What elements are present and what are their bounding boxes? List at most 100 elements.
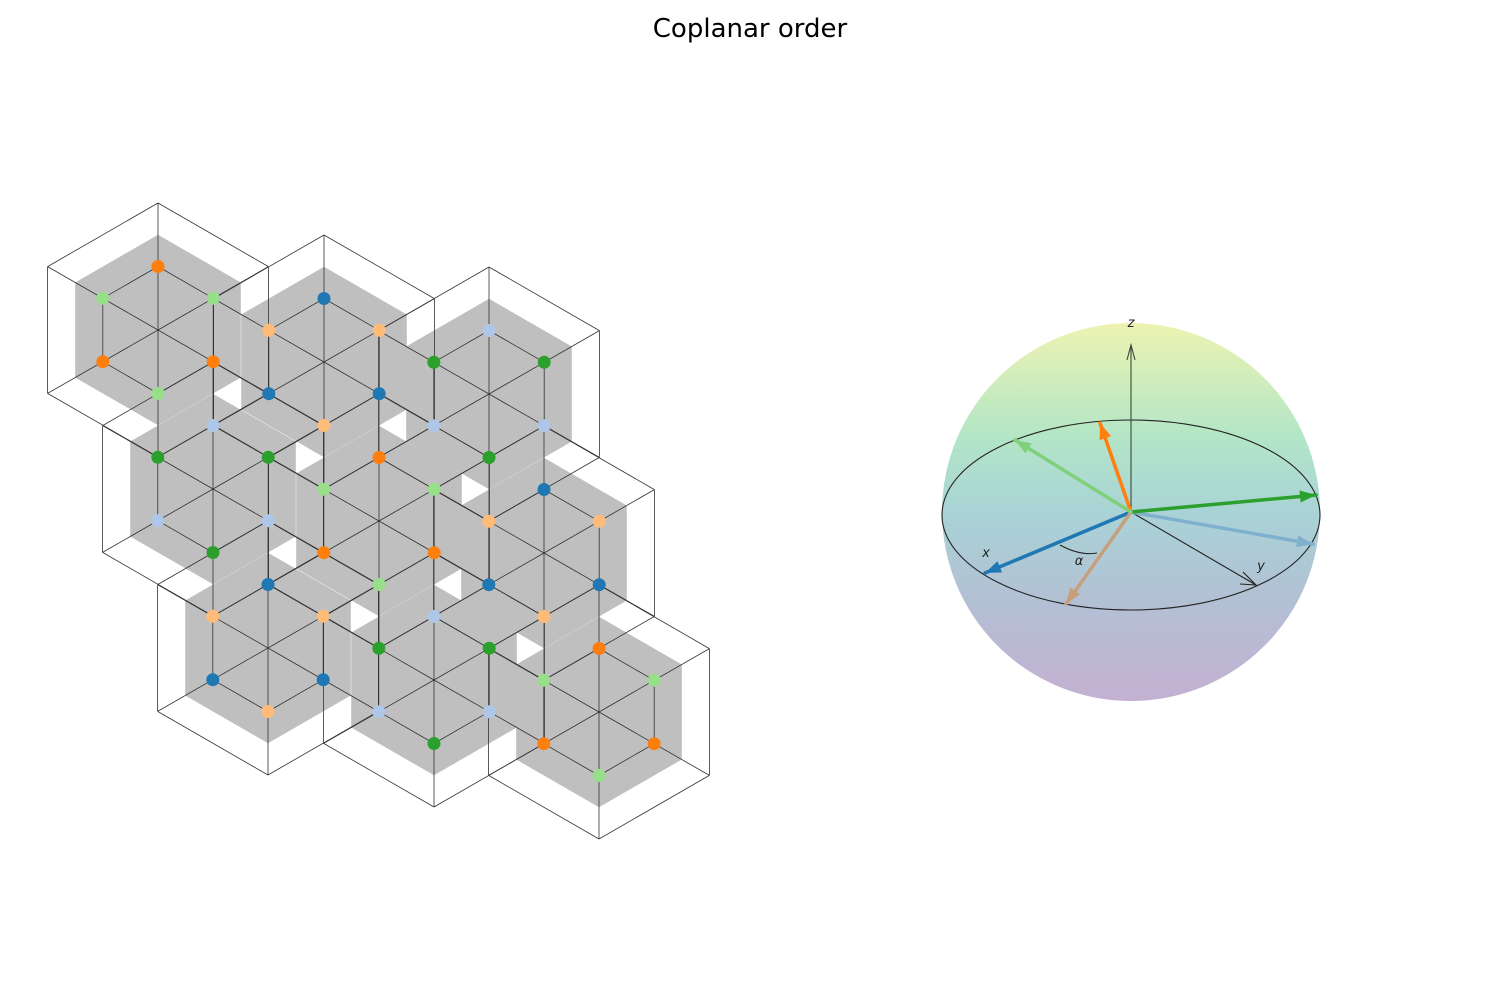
lattice-site: [261, 450, 275, 464]
lattice-site: [317, 482, 331, 496]
angle-alpha-arc: [1059, 544, 1098, 555]
spin-arrowhead: [1015, 440, 1032, 454]
spin-vectors-layer: [983, 421, 1318, 606]
lattice-bond: [543, 489, 600, 522]
lattice-bond: [268, 298, 325, 331]
spin-vector: [1064, 510, 1133, 606]
lattice-site: [427, 610, 441, 623]
lattice-site: [151, 450, 165, 464]
cube-outer-edge: [598, 584, 710, 649]
lattice-site: [317, 292, 331, 305]
lattice-bond: [378, 711, 435, 744]
lattice-bond: [433, 616, 490, 649]
lattice-site: [151, 260, 165, 273]
lattice-bond: [378, 616, 435, 649]
z-axis-label: z: [1127, 316, 1136, 331]
lattice-bond: [488, 330, 545, 363]
lattice-site: [261, 578, 275, 591]
lattice-bond: [157, 425, 214, 458]
cube-outer-edge: [598, 775, 710, 840]
spin-vector: [1129, 510, 1315, 546]
lattice-sites-layer: [96, 260, 661, 782]
lattice-site: [206, 546, 220, 559]
lattice-bond: [433, 711, 490, 744]
lattice-bond: [323, 298, 380, 331]
lattice-site: [96, 291, 110, 305]
figure-title: Coplanar order: [652, 14, 848, 44]
lattice-bond: [543, 743, 600, 776]
lattice-bond: [157, 520, 214, 553]
lattice-site: [537, 419, 551, 433]
lattice-site: [151, 514, 165, 528]
coordinate-axes: z x y: [981, 316, 1265, 586]
lattice-site: [372, 387, 386, 401]
cube-outer-edge: [323, 743, 435, 808]
lattice-site: [537, 610, 551, 623]
lattice-bond: [212, 679, 269, 712]
lattice-bond: [212, 584, 269, 617]
cube-outer-edge: [543, 425, 655, 490]
lattice-site: [316, 609, 330, 623]
lattice-site: [372, 641, 386, 655]
cube-outer-edge: [213, 234, 325, 299]
cube-outer-edge: [378, 266, 490, 331]
lattice-bond: [378, 457, 435, 490]
lattice-site: [151, 387, 165, 400]
lattice-site: [262, 387, 276, 401]
lattice-bond: [212, 425, 269, 458]
lattice-site: [482, 641, 496, 655]
lattice-site: [372, 451, 386, 464]
lattice-site: [316, 673, 330, 687]
lattice-site: [262, 323, 276, 337]
lattice-bond: [598, 743, 655, 776]
z-axis-arrowhead: [1126, 342, 1136, 361]
cube-outer-edge: [488, 775, 600, 840]
lattice-site: [372, 578, 386, 591]
lattice-site: [482, 705, 496, 719]
spin-vector: [1129, 493, 1318, 514]
spin-arrowhead: [1066, 587, 1081, 604]
lattice-site: [592, 642, 606, 655]
lattice-site: [592, 514, 606, 528]
lattice-bond: [488, 489, 545, 522]
lattice-site: [537, 737, 551, 751]
cube-outer-edge: [47, 202, 159, 267]
lattice-site: [317, 419, 331, 432]
cube-outer-edge: [157, 202, 269, 267]
lattice-site: [427, 546, 441, 560]
lattice-site: [206, 419, 220, 432]
spin-arrowhead: [1296, 535, 1313, 548]
lattice-bond: [102, 266, 159, 299]
y-axis-line: [1130, 511, 1257, 586]
lattice-bond: [267, 679, 324, 712]
lattice-site: [96, 355, 110, 369]
lattice-bond: [433, 330, 490, 363]
lattice-site: [537, 483, 551, 496]
kagome-lattice-diagram: [47, 202, 710, 840]
spin-arrowhead: [985, 561, 1003, 573]
lattice-site: [647, 673, 661, 687]
lattice-site: [372, 323, 386, 337]
lattice-site: [427, 737, 441, 750]
lattice-site: [261, 705, 275, 718]
cube-outer-edge: [323, 234, 435, 299]
lattice-site: [206, 673, 220, 687]
lattice-bond: [267, 584, 324, 617]
cube-outer-edge: [157, 711, 269, 776]
lattice-site: [206, 291, 220, 305]
lattice-bond: [157, 266, 214, 299]
lattice-site: [482, 324, 496, 337]
lattice-bond: [323, 457, 380, 490]
lattice-site: [592, 769, 606, 782]
lattice-site: [427, 355, 441, 369]
spin-sphere-diagram: z x y α: [941, 316, 1321, 701]
lattice-bond: [598, 648, 655, 681]
lattice-site: [482, 514, 496, 528]
x-axis-label: x: [981, 546, 990, 561]
lattice-site: [261, 514, 275, 528]
lattice-site: [206, 609, 220, 623]
lattice-site: [206, 355, 220, 369]
angle-alpha-label: α: [1075, 554, 1084, 569]
lattice-site: [427, 482, 441, 496]
